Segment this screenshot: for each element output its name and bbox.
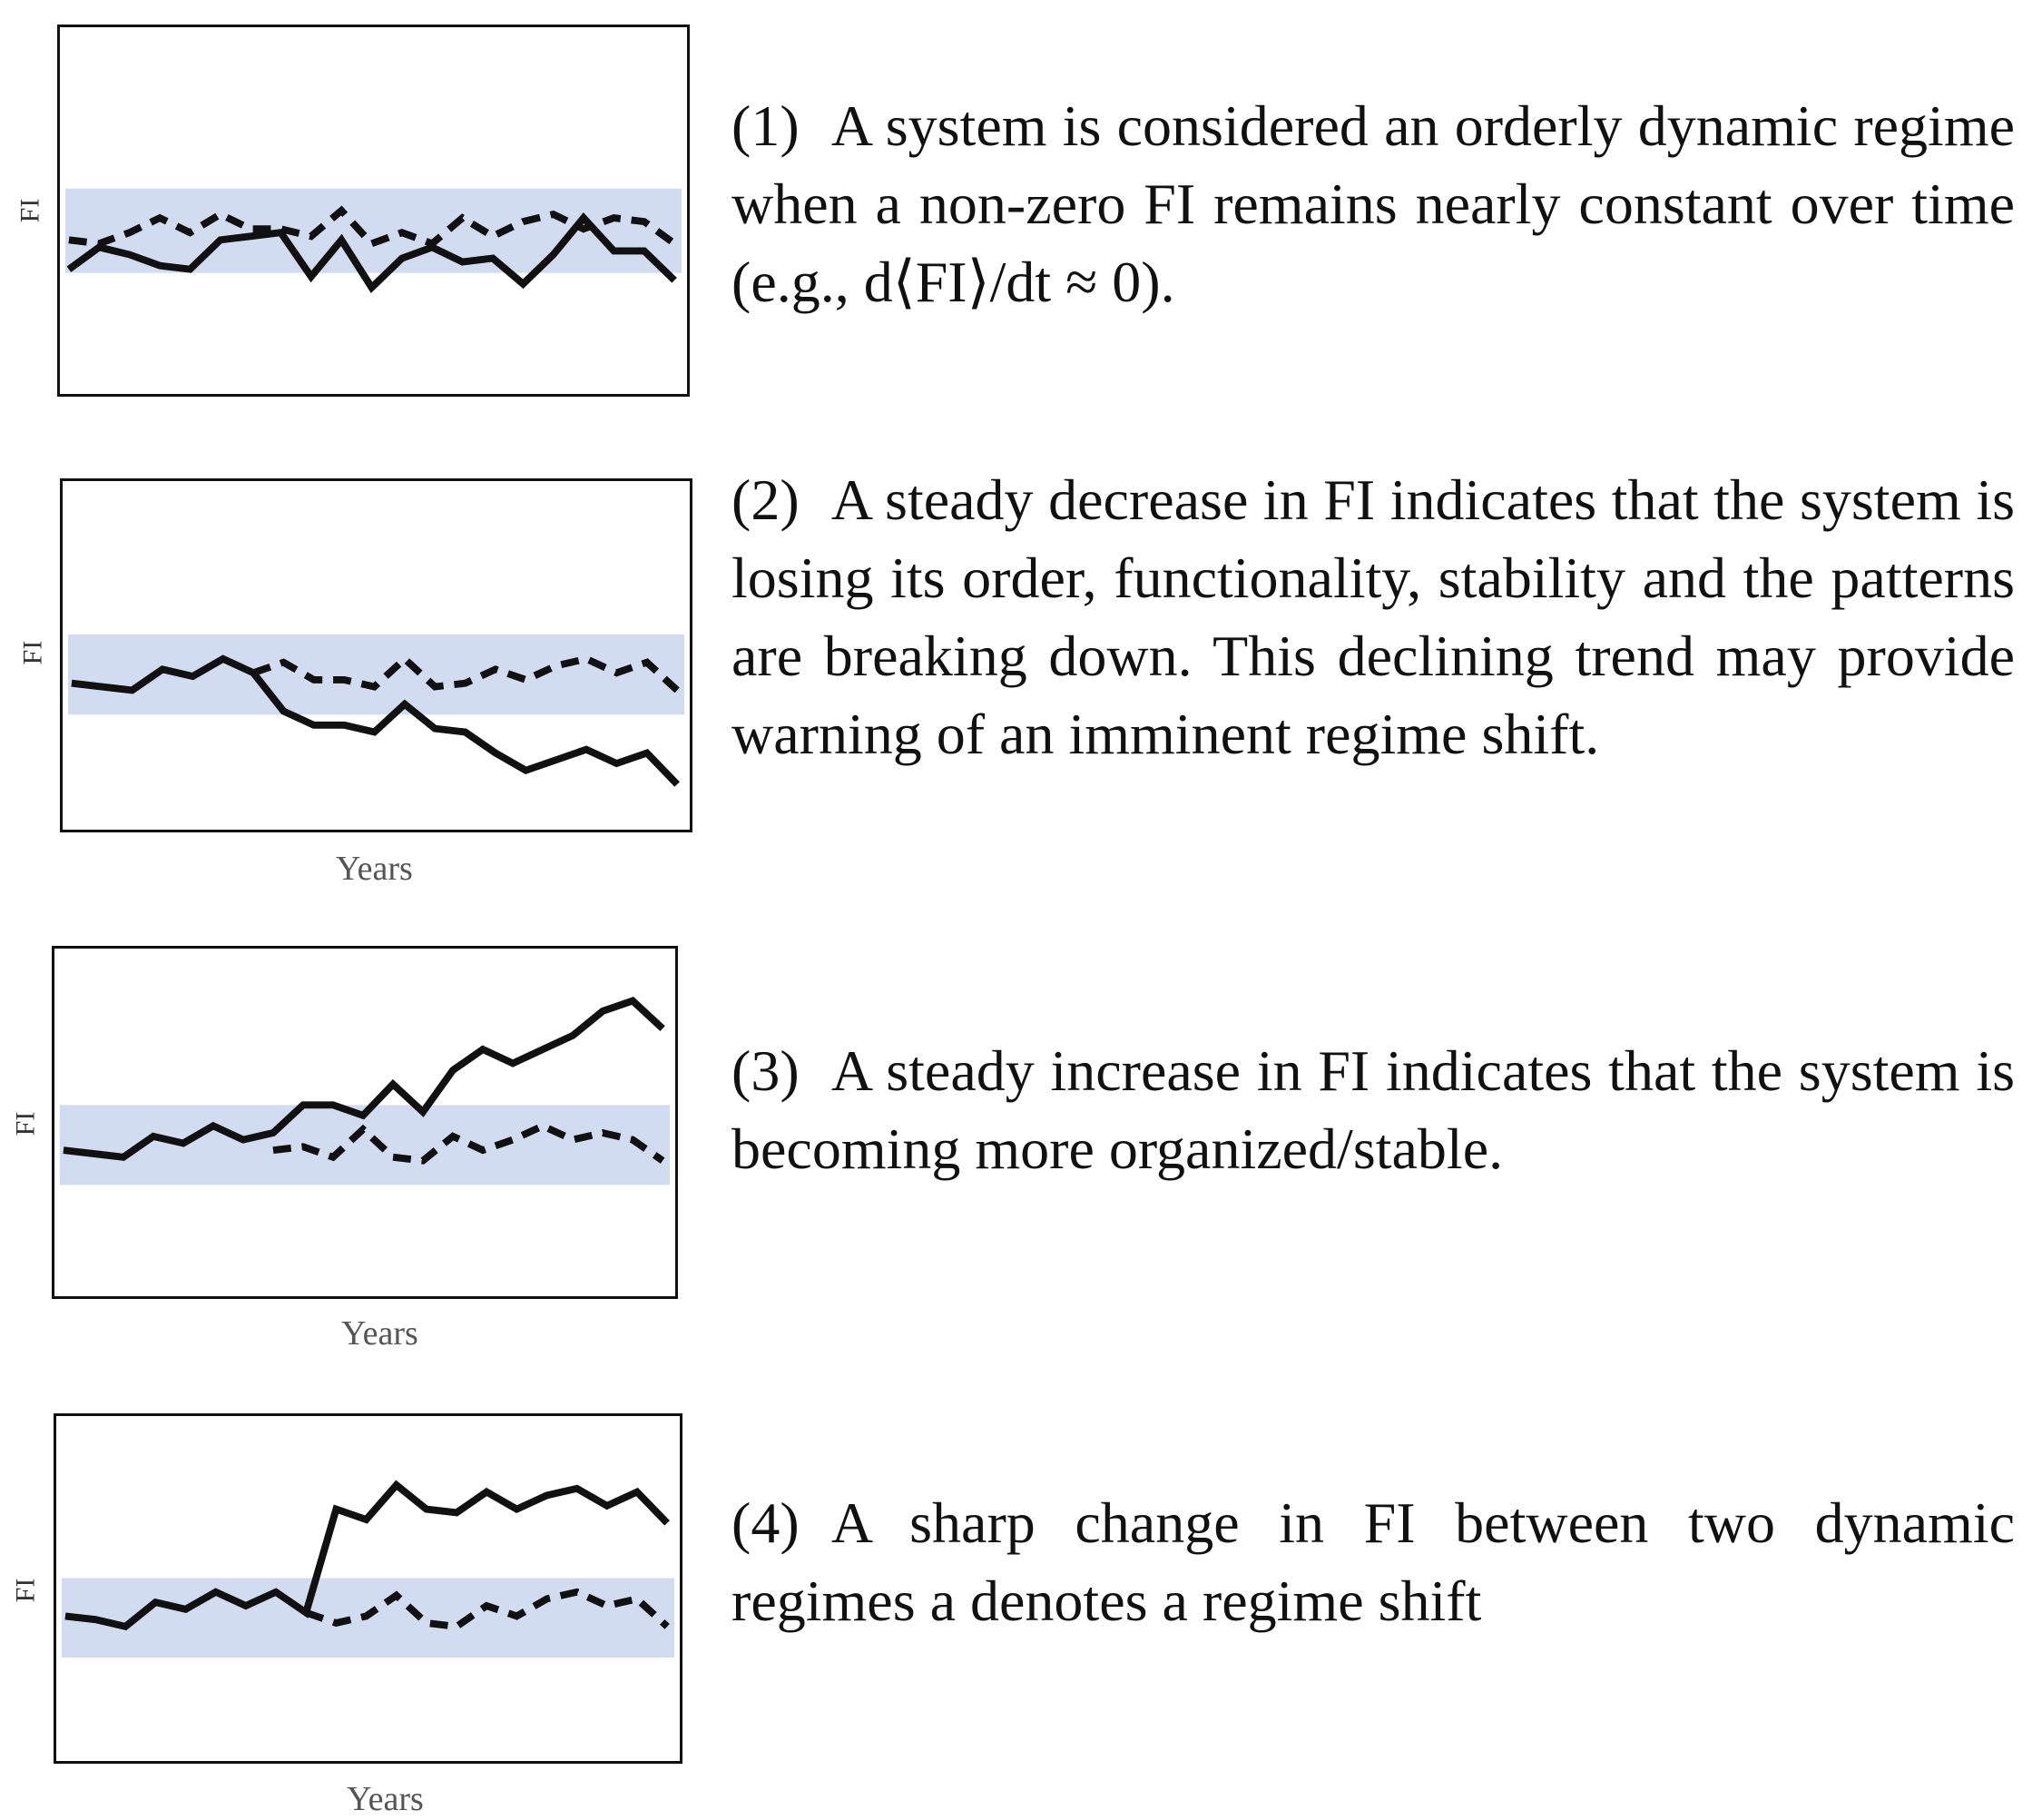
- chart-4-x-axis-label: Years: [347, 1780, 424, 1818]
- chart-2-x-axis-label: Years: [336, 850, 413, 888]
- chart-1-y-axis-label: FI: [15, 198, 45, 223]
- chart-3-svg: [59, 996, 671, 1185]
- caption-2-number: (2): [731, 467, 800, 532]
- chart-2-svg: [67, 634, 685, 787]
- chart-3-x-axis-label: Years: [341, 1314, 418, 1353]
- chart-1-svg: [64, 188, 682, 294]
- chart-3: [52, 946, 678, 1299]
- caption-1-number: (1): [731, 93, 800, 158]
- caption-4-text: A sharp change in FI between two dynamic…: [731, 1490, 2015, 1633]
- reference-band: [64, 188, 682, 273]
- chart-2: [60, 478, 692, 832]
- caption-3-text: A steady increase in FI indicates that t…: [731, 1038, 2015, 1181]
- chart-4-svg: [61, 1480, 675, 1658]
- caption-4: (4) A sharp change in FI between two dyna…: [731, 1484, 2015, 1640]
- series-line-dashed: [272, 1121, 665, 1165]
- caption-2: (2) A steady decrease in FI indicates tha…: [731, 461, 2015, 773]
- series-line-solid: [64, 1480, 670, 1631]
- chart-3-y-axis-label: FI: [10, 1111, 41, 1136]
- series-line-solid: [63, 996, 665, 1161]
- chart-4-y-axis-label: FI: [10, 1578, 41, 1603]
- series-line-solid: [66, 212, 677, 294]
- series-line-dashed: [251, 654, 680, 694]
- caption-3-number: (3): [731, 1038, 800, 1103]
- chart-2-y-axis-label: FI: [17, 640, 48, 665]
- chart-1: [57, 25, 690, 397]
- caption-1: (1) A system is considered an orderly dyn…: [731, 87, 2015, 321]
- caption-2-text: A steady decrease in FI indicates that t…: [731, 467, 2015, 766]
- series-line-solid: [71, 654, 680, 787]
- caption-4-number: (4): [731, 1490, 800, 1555]
- series-line-dashed: [304, 1588, 670, 1630]
- caption-3: (3) A steady increase in FI indicates tha…: [731, 1032, 2015, 1188]
- chart-4: [54, 1413, 682, 1764]
- caption-1-text: A system is considered an orderly dynami…: [731, 93, 2015, 314]
